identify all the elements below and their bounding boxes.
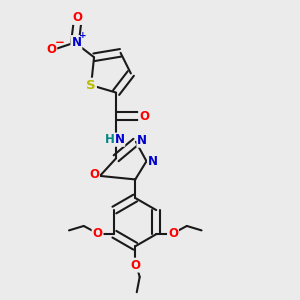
Text: N: N: [71, 36, 81, 49]
Text: O: O: [139, 110, 149, 123]
Text: O: O: [130, 259, 140, 272]
Text: N: N: [115, 133, 125, 146]
Text: O: O: [73, 11, 83, 24]
Text: N: N: [148, 155, 158, 168]
Text: S: S: [86, 79, 96, 92]
Text: +: +: [79, 31, 87, 40]
Text: −: −: [54, 36, 64, 49]
Text: N: N: [137, 134, 147, 147]
Text: O: O: [168, 227, 178, 240]
Text: H: H: [105, 133, 115, 146]
Text: O: O: [46, 44, 56, 56]
Text: O: O: [93, 227, 103, 240]
Text: O: O: [89, 168, 99, 181]
